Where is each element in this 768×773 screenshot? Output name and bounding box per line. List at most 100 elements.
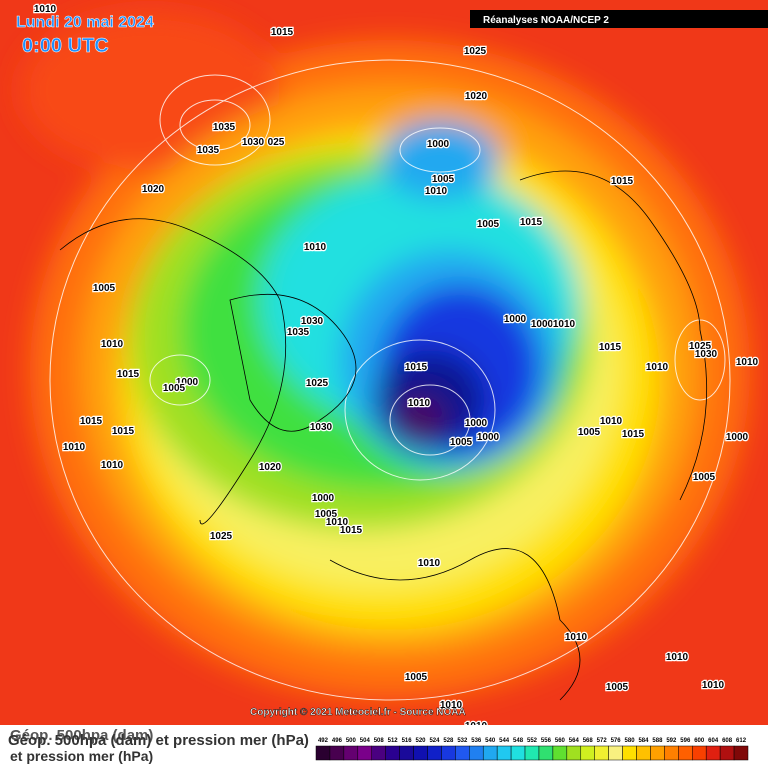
scale-swatch (705, 745, 721, 761)
scale-label: 504 (360, 738, 371, 744)
scale-swatch (399, 745, 414, 761)
pressure-label: 1010 (600, 416, 623, 427)
legend-line3: et pression mer (hPa) (10, 748, 153, 764)
scale-swatch (329, 745, 345, 761)
time: 0:00 UTC (22, 35, 109, 57)
scale-label: 500 (346, 738, 357, 744)
scale-label: 492 (318, 738, 329, 744)
pressure-label: 1030 (301, 316, 324, 327)
pressure-label: 1000 (176, 377, 199, 388)
pressure-label: 1015 (622, 429, 645, 440)
pressure-label: 1010 (553, 319, 576, 330)
pressure-label: 1005 (606, 682, 629, 693)
pressure-label: 1025 (306, 378, 329, 389)
scale-label: 564 (569, 738, 580, 744)
pressure-label: 1035 (213, 122, 236, 133)
scale-swatch (733, 745, 749, 761)
scale-label: 544 (499, 738, 510, 744)
scale-swatch (482, 745, 498, 761)
pressure-label: 1005 (477, 219, 500, 230)
scale-swatch (678, 745, 693, 761)
pressure-label: 1010 (646, 362, 669, 373)
scale-label: 520 (416, 738, 427, 744)
scale-label: 528 (443, 738, 454, 744)
pressure-label: 1010 (408, 398, 431, 409)
scale-label: 600 (694, 738, 705, 744)
scale-label: 568 (583, 738, 594, 744)
source-box (470, 10, 768, 28)
scale-label: 548 (513, 738, 524, 744)
scale-swatch (469, 745, 484, 761)
pressure-label: 1025 (464, 46, 487, 57)
copyright: Copyright © 2021 Meteociel.fr - Source N… (250, 707, 466, 718)
scale-swatch (566, 745, 582, 761)
pressure-label: 1005 (432, 174, 455, 185)
scale-label: 560 (555, 738, 566, 744)
scale-swatch (524, 745, 540, 761)
pressure-label: 1020 (142, 184, 165, 195)
scale-label: 584 (638, 738, 649, 744)
color-scale: 492 496 500 504 508 512 516 520 524 528 532 536 540 5… (315, 738, 749, 761)
scale-swatch (664, 745, 679, 761)
pressure-label: 1010 (425, 186, 448, 197)
pressure-label: 1010 (418, 558, 441, 569)
scale-swatch (594, 745, 609, 761)
pressure-label: 1015 (112, 426, 135, 437)
isobars (49, 59, 731, 701)
scale-swatch (636, 745, 651, 761)
pressure-label: 1010 (101, 460, 124, 471)
pressure-label: 1010 (736, 357, 759, 368)
geopotential-field (20, 10, 750, 700)
scale-swatch (719, 745, 735, 761)
pressure-label: 1005 (315, 509, 338, 520)
scale-label: 576 (611, 738, 622, 744)
scale-swatch (315, 745, 331, 761)
pressure-label: 1000 (504, 314, 527, 325)
scale-label: 556 (541, 738, 552, 744)
pressure-label: 1030 (310, 422, 333, 433)
scale-label: 532 (457, 738, 468, 744)
pressure-label: 1010 (101, 339, 124, 350)
legend-line2: Géop. 500hpa (dam) et pression mer (hPa) (8, 732, 309, 749)
scale-label: 596 (680, 738, 691, 744)
pressure-label: 1000 (465, 418, 488, 429)
pressure-label: 1000 (312, 493, 335, 504)
scale-swatch (650, 745, 665, 761)
pressure-label: 1015 (599, 342, 622, 353)
pressure-label: 1015 (340, 525, 363, 536)
pressure-label: 1025 (210, 531, 233, 542)
source: Réanalyses NOAA/NCEP 2 (483, 15, 609, 26)
scale-label: 572 (597, 738, 608, 744)
scale-label: 512 (388, 738, 399, 744)
scale-label: 552 (527, 738, 538, 744)
scale-swatch (538, 745, 554, 761)
pressure-label: 1035 (197, 145, 220, 156)
scale-swatch (441, 745, 456, 761)
pressure-label: 1020 (465, 91, 488, 102)
pressure-label: 1015 (80, 416, 103, 427)
pressure-label: 1010 (565, 632, 588, 643)
pressure-label: 1030 (242, 137, 265, 148)
pressure-label: 1000 (726, 432, 749, 443)
scale-swatch (622, 745, 637, 761)
pressure-label: 1000 (477, 432, 500, 443)
scale-swatch (692, 745, 707, 761)
pressure-label: 1015 (405, 362, 428, 373)
pressure-label: 1015 (520, 217, 543, 228)
scale-swatch (413, 745, 428, 761)
scale-swatch (552, 745, 568, 761)
pressure-label: 1015 (117, 369, 140, 380)
scale-label: 612 (736, 738, 747, 744)
scale-label: 580 (625, 738, 636, 744)
legend-line1: Géop. 500hpa (dam) (10, 727, 153, 744)
scale-swatch (385, 745, 400, 761)
pressure-label: 1035 (287, 327, 310, 338)
scale-swatch (343, 745, 359, 761)
pressure-label: 1010 (63, 442, 86, 453)
scale-label: 540 (485, 738, 496, 744)
pressure-label: 1010 (440, 700, 463, 711)
pressure-label: 1015 (611, 176, 634, 187)
scale-swatch (371, 745, 386, 761)
